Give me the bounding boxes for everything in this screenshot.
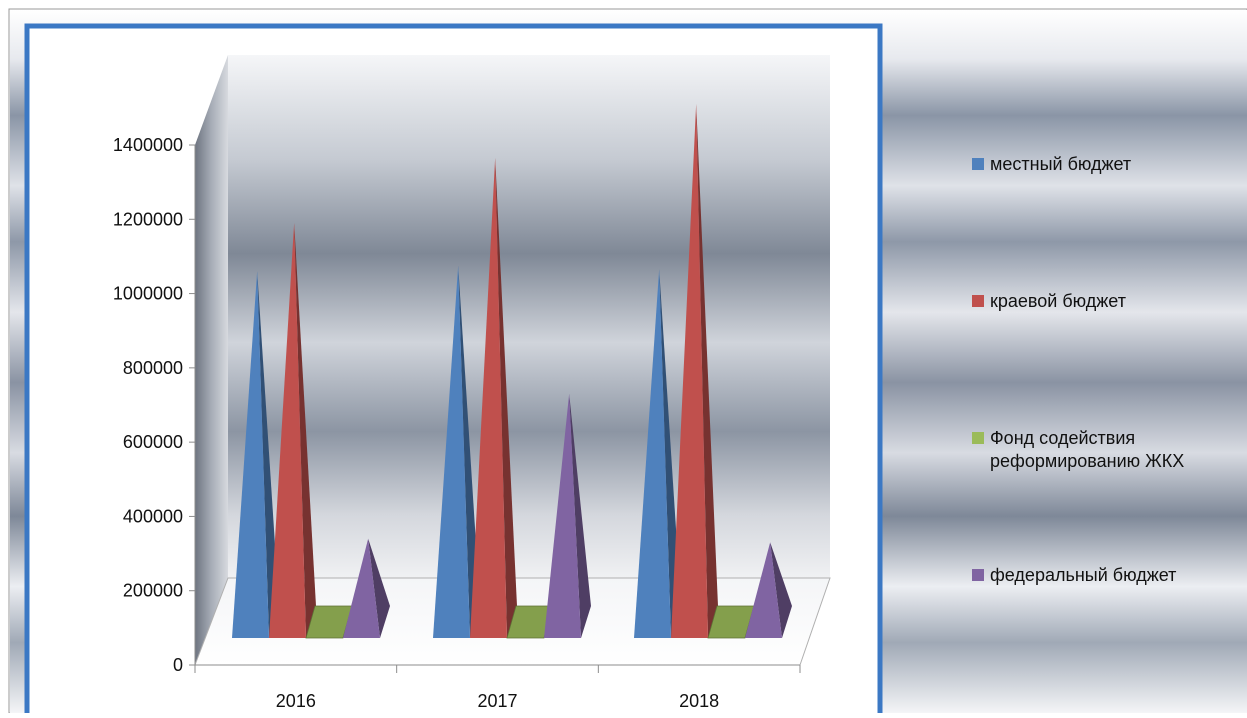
pyramid-front-face [745,542,782,638]
pyramid-front-face [232,271,269,638]
legend-label: местный бюджет [990,154,1132,174]
legend-swatch [972,432,984,444]
y-axis: 0 200000 400000 600000 800000 1000000 1200000 1… [113,135,195,675]
pyramid-front-face [634,269,671,638]
legend-label: Фонд содействия реформированию ЖКХ [990,428,1185,471]
pyramid-mark [544,393,591,638]
pyramid-side-face [294,222,316,638]
pyramid-side-face [770,542,792,638]
pyramid-side-face [458,265,480,638]
legend-item-series-0: местный бюджет [972,153,1210,176]
pyramid-front-face [269,222,306,638]
x-tick-label: 2017 [477,691,517,711]
legend-swatch [972,158,984,170]
pyramid-mark [232,271,279,638]
back-wall [228,55,830,578]
pyramid-front-face [343,538,380,638]
legend-label: краевой бюджет [990,291,1126,311]
legend-swatch [972,295,984,307]
y-tick-label: 400000 [123,506,183,526]
x-axis: 2016 2017 2018 [194,665,801,711]
pyramid-side-face [495,157,517,638]
pyramid-marks [232,104,792,639]
x-tick-label: 2018 [679,691,719,711]
y-tick-label: 800000 [123,358,183,378]
pyramid-mark [470,157,517,638]
pyramid-mark [745,542,792,638]
pyramid-side-face [368,538,390,638]
y-tick-label: 0 [173,655,183,675]
y-tick-label: 1400000 [113,135,183,155]
pyramid-front-face [671,104,708,638]
legend-swatch [972,569,984,581]
x-tick-label: 2016 [276,691,316,711]
legend: местный бюджет краевой бюджет Фонд содей… [972,0,1242,713]
pyramid-front-face [470,157,507,638]
pyramid-side-face [257,271,279,638]
pyramid-side-face [696,104,718,638]
pyramid-mark [433,265,480,638]
legend-item-series-1: краевой бюджет [972,290,1210,313]
y-tick-label: 200000 [123,581,183,601]
legend-label: федеральный бюджет [990,565,1177,585]
side-wall [195,55,228,665]
legend-item-series-2: Фонд содействия реформированию ЖКХ [972,427,1210,473]
y-tick-label: 600000 [123,432,183,452]
pyramid-mark [269,222,316,638]
legend-item-series-3: федеральный бюджет [972,564,1210,587]
pyramid-mark [671,104,718,638]
pyramid-mark [343,538,390,638]
pyramid-front-face [433,265,470,638]
y-tick-label: 1200000 [113,209,183,229]
pyramid-front-face [544,393,581,638]
pyramid-side-face [569,393,591,638]
y-tick-label: 1000000 [113,284,183,304]
